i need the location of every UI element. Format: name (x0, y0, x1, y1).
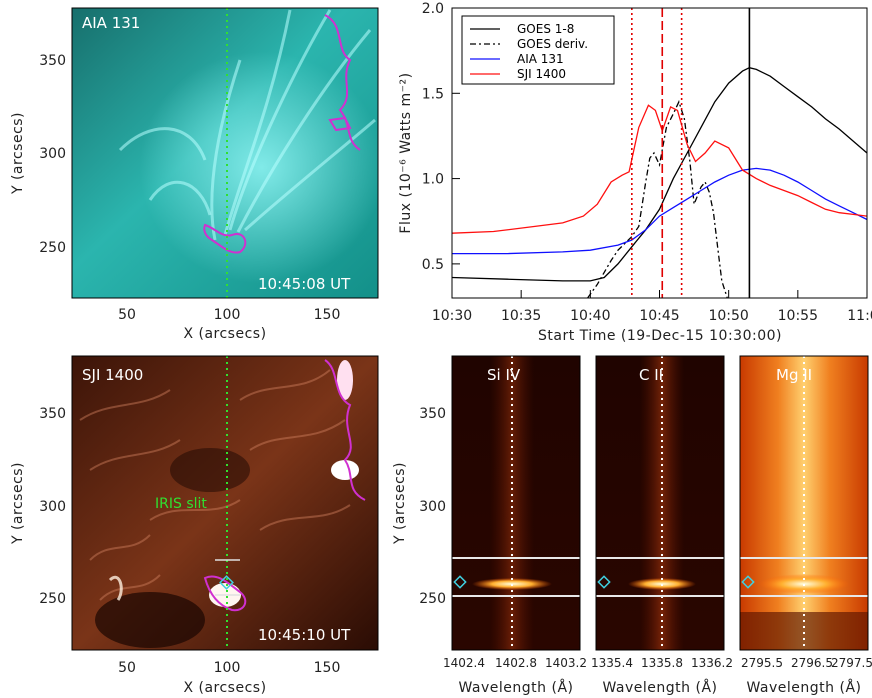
aia-contours (203, 14, 361, 254)
spectrum-si-iv-label: Si IV (487, 366, 521, 384)
lightcurve-plot-area (452, 8, 867, 298)
legend-box (461, 15, 615, 85)
spectrum-c-ii: C II 1335.4 1335.8 1336.2 Wavelength (Å) (591, 355, 733, 696)
sji-fibrils (79, 369, 351, 601)
spectrum-si-iv-tick: 1402.8 (495, 656, 537, 670)
spectrum-mg-ii-xlabel: Wavelength (Å) (746, 679, 861, 696)
spectrum-c-ii-tick: 1335.4 (591, 656, 633, 670)
lightcurve-xtick-label: 10:55 (778, 308, 818, 324)
lightcurve-xtick-label: 10:30 (432, 308, 472, 324)
spectrum-si-iv-tick: 1403.2 (545, 656, 587, 670)
sji-target-marker (219, 575, 234, 590)
spectrum-mg-ii-label: Mg II (776, 366, 812, 384)
spectra-panel: Si IV 1402.4 1402.8 1403.2 Wavelength (Å… (392, 355, 872, 696)
series-line-sji-1400 (452, 104, 867, 234)
sji-y-ticks: 250 300 350 (39, 406, 66, 607)
series-line-goes-1-8 (452, 67, 867, 282)
spectrum-mg-ii-tick: 2795.5 (741, 656, 783, 670)
spectrum-si-iv-xlabel: Wavelength (Å) (458, 679, 573, 696)
lightcurve-xtick-label: 10:50 (708, 308, 748, 324)
lightcurve-panel: 10:30 10:35 10:40 10:45 10:50 10:55 11:0 0.5 1.0… (398, 1, 872, 344)
sji-contours (203, 359, 366, 612)
sji-y-axis-label: Y (arcsecs) (10, 462, 26, 545)
legend-label-goes-deriv: GOES deriv. (517, 37, 588, 51)
lightcurve-ytick-label: 1.0 (422, 172, 444, 188)
spectrum-c-ii-tick: 1336.2 (691, 656, 733, 670)
sji-label: SJI 1400 (82, 366, 143, 384)
series-line-aia-131 (452, 167, 867, 255)
aia-x-axis-label: X (arcsecs) (183, 326, 266, 342)
sji-ytick-label: 250 (39, 591, 66, 607)
spectrum-si-iv: Si IV 1402.4 1402.8 1403.2 Wavelength (Å… (443, 355, 587, 696)
sji-x-axis-label: X (arcsecs) (183, 680, 266, 696)
sji-slit-label: IRIS slit (155, 496, 207, 512)
spectrum-c-ii-xlabel: Wavelength (Å) (602, 679, 717, 696)
aia-xtick-label: 50 (118, 307, 136, 323)
spectrum-si-iv-tick: 1402.4 (443, 656, 485, 670)
spectra-y-ticks: 250 300 350 (419, 406, 446, 607)
aia-xtick-label: 150 (314, 307, 341, 323)
spectrum-mg-ii: Mg II 2795.5 2796.5 2797.5 Wavelength (Å… (739, 355, 872, 696)
lightcurve-x-axis-label: Start Time (19-Dec-15 10:30:00) (538, 328, 782, 344)
aia-ytick-label: 300 (39, 146, 66, 162)
lightcurve-xtick-label: 10:40 (570, 308, 610, 324)
sji-xtick-label: 100 (214, 660, 241, 676)
spectra-ytick-label: 250 (419, 591, 446, 607)
spectra-ytick-label: 350 (419, 406, 446, 422)
lightcurve-y-axis-label: Flux (10⁻⁶ Watts m⁻²) (398, 72, 414, 233)
legend-label-goes: GOES 1-8 (517, 22, 574, 36)
sji-ytick-label: 300 (39, 499, 66, 515)
aia-ytick-label: 350 (39, 53, 66, 69)
legend-label-sji: SJI 1400 (517, 67, 566, 81)
spectrum-mg-ii-image (740, 356, 868, 650)
aia-y-ticks: 250 300 350 (39, 53, 66, 256)
aia-xtick-label: 100 (214, 307, 241, 323)
lightcurve-xtick-label: 10:45 (639, 308, 679, 324)
lightcurve-ytick-label: 1.5 (422, 86, 444, 102)
sji-x-ticks: 50 100 150 (118, 660, 340, 676)
lightcurve-ticks: 10:30 10:35 10:40 10:45 10:50 10:55 11:0 0.5 1.0… (422, 1, 872, 324)
aia-y-axis-label: Y (arcsecs) (10, 112, 26, 195)
aia-panel: AIA 131 10:45:08 UT 50 100 150 250 300 3… (10, 7, 379, 342)
sji-panel: IRIS slit SJI 1400 10:45:10 UT 50 100 15… (10, 355, 379, 696)
lightcurve-ytick-label: 0.5 (422, 257, 444, 273)
aia-loops (118, 9, 376, 241)
aia-time: 10:45:08 UT (258, 275, 351, 293)
sji-time: 10:45:10 UT (258, 626, 351, 644)
legend-label-aia: AIA 131 (517, 52, 564, 66)
spectrum-c-ii-tick: 1335.8 (641, 656, 683, 670)
spectrum-mg-ii-tick: 2797.5 (831, 656, 872, 670)
sji-ytick-label: 350 (39, 406, 66, 422)
sji-xtick-label: 150 (314, 660, 341, 676)
spectra-ytick-label: 300 (419, 499, 446, 515)
aia-label: AIA 131 (82, 14, 140, 32)
lightcurve-xtick-label: 10:35 (501, 308, 541, 324)
spectrum-mg-ii-tick: 2796.5 (791, 656, 833, 670)
lightcurve-xtick-label: 11:0 (847, 308, 872, 324)
spectrum-c-ii-label: C II (639, 366, 663, 384)
spectra-y-axis-label: Y (arcsecs) (392, 462, 408, 545)
lightcurve-ytick-label: 2.0 (422, 1, 444, 17)
aia-ytick-label: 250 (39, 240, 66, 256)
lightcurve-legend: GOES 1-8 GOES deriv. AIA 131 SJI 1400 (461, 15, 615, 85)
aia-x-ticks: 50 100 150 (118, 307, 340, 323)
sji-xtick-label: 50 (118, 660, 136, 676)
series-line-goes-deriv (587, 100, 728, 298)
